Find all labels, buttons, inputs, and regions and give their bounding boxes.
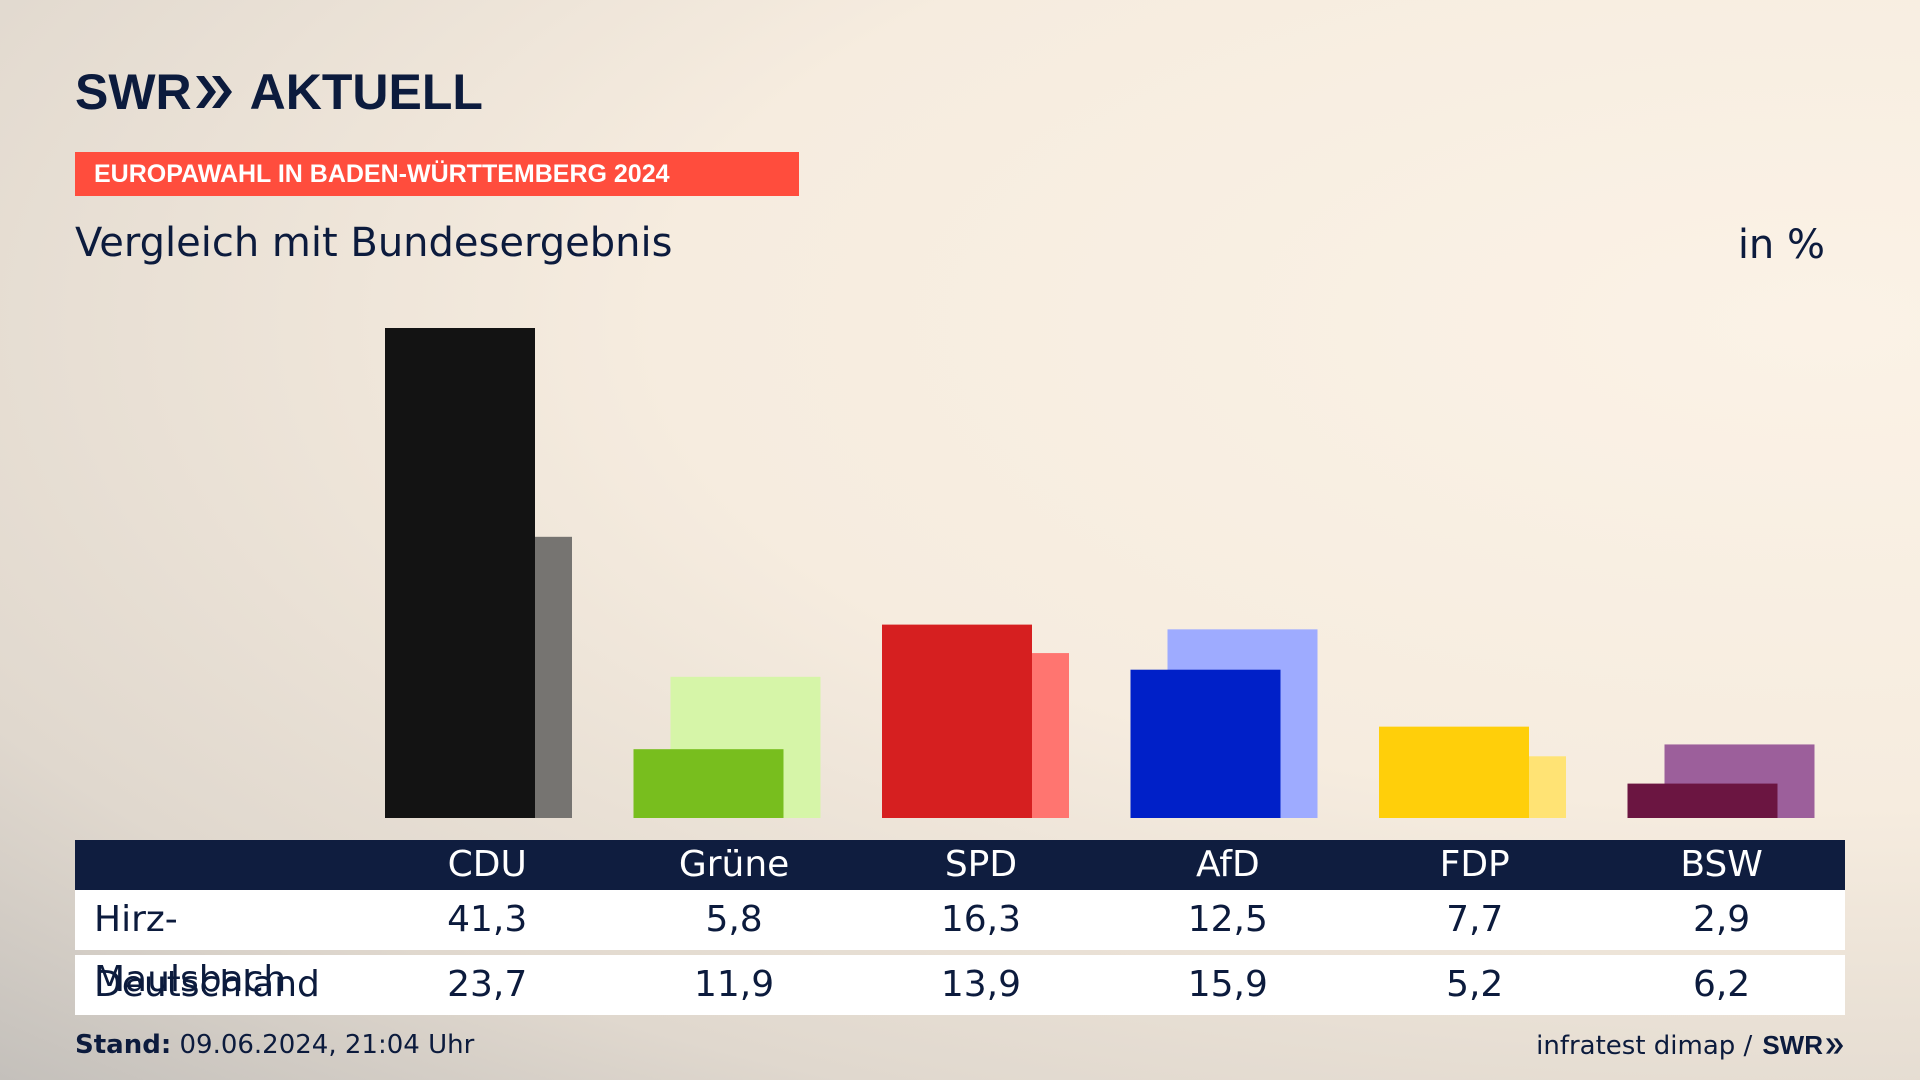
bar-chart [385, 328, 1815, 818]
table-cell: 6,2 [1692, 964, 1751, 1005]
table-cell: 23,7 [447, 964, 528, 1005]
logo-swr-text: SWR [75, 64, 192, 120]
double-chevron-icon [1825, 1037, 1844, 1054]
bar-local-1 [633, 749, 784, 818]
header-cdu: CDU [447, 844, 527, 885]
table-cell: 41,3 [447, 899, 528, 940]
stand-value: 09.06.2024, 21:04 Uhr [179, 1030, 475, 1060]
table-cell: 12,5 [1187, 899, 1268, 940]
stand-label: Stand: [75, 1030, 172, 1060]
footer-swr-logo: SWR [1762, 1030, 1823, 1060]
source-credit: infratest dimap / SWR [1536, 1030, 1845, 1061]
header-bsw: BSW [1680, 844, 1763, 885]
bar-local-2 [882, 624, 1032, 818]
bar-local-3 [1130, 669, 1281, 818]
row-label: Hirz-Maulsbach [94, 899, 287, 1000]
header-gruene: Grüne [678, 844, 790, 885]
table-cell: 16,3 [940, 899, 1022, 940]
unit-label: in % [1737, 222, 1825, 268]
table-cell: 15,9 [1187, 964, 1268, 1005]
results-table: CDU Grüne SPD AfD FDP BSW Hirz-Maulsbach… [75, 840, 1845, 1015]
double-chevron-icon [195, 76, 232, 108]
table-cell: 13,9 [940, 964, 1022, 1005]
logo-aktuell-text: AKTUELL [249, 64, 483, 120]
table-cell: 5,8 [705, 899, 763, 940]
table-row: Hirz-Maulsbach 41,3 5,8 16,3 12,5 7,7 2,… [75, 890, 1845, 1000]
bar-local-5 [1627, 783, 1778, 818]
header-spd: SPD [944, 844, 1018, 885]
bar-local-0 [385, 328, 535, 818]
header-fdp: FDP [1439, 844, 1510, 885]
timestamp: Stand: 09.06.2024, 21:04 Uhr [75, 1030, 474, 1060]
table-cell: 5,2 [1446, 964, 1504, 1005]
bar-local-4 [1379, 726, 1529, 818]
source-text: infratest dimap / [1536, 1030, 1753, 1061]
table-header-empty [75, 840, 364, 890]
table-cell: 2,9 [1692, 899, 1751, 940]
table-cell: 11,9 [694, 964, 775, 1005]
header-afd: AfD [1195, 844, 1260, 885]
chart-subtitle: Vergleich mit Bundesergebnis [75, 220, 673, 266]
table-row: Deutschland 23,7 11,9 13,9 15,9 5,2 6,2 [75, 955, 1845, 1015]
table-header-row: CDU Grüne SPD AfD FDP BSW [75, 840, 1845, 890]
election-banner: EUROPAWAHL IN BADEN-WÜRTTEMBERG 2024 [75, 152, 799, 196]
row-label: Deutschland [94, 964, 320, 1005]
table-cell: 7,7 [1446, 899, 1504, 940]
swr-aktuell-logo: SWR AKTUELL [75, 62, 483, 122]
